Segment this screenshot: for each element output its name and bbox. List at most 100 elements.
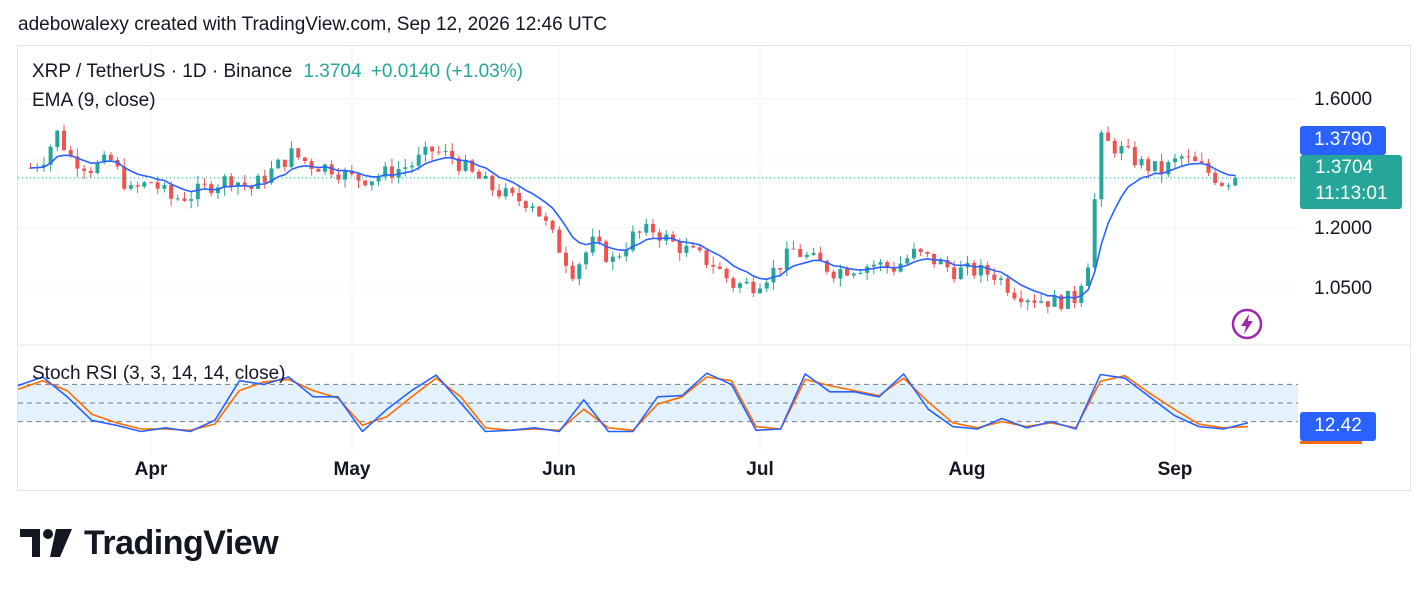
candle-body-164 <box>1126 146 1131 148</box>
candle-body-35 <box>262 175 267 183</box>
candle-body-170 <box>1166 162 1171 175</box>
candle-body-167 <box>1146 159 1151 171</box>
candle-body-74 <box>523 201 528 209</box>
candle-body-89 <box>624 250 629 257</box>
candle-body-13 <box>115 160 120 167</box>
candle-body-10 <box>95 162 100 174</box>
candle-body-78 <box>550 220 555 230</box>
candle-body-116 <box>804 254 809 257</box>
candle-body-42 <box>309 161 314 169</box>
time-axis-label-sep: Sep <box>1157 459 1193 480</box>
candle-body-106 <box>737 283 742 288</box>
candle-body-67 <box>476 171 481 179</box>
candle-body-113 <box>784 248 789 270</box>
candle-body-112 <box>778 267 783 270</box>
candle-body-93 <box>650 223 655 233</box>
candle-body-5 <box>61 130 66 150</box>
candle-body-53 <box>383 166 388 177</box>
price-axis-label-1200: 1.2000 <box>1314 218 1373 239</box>
candle-body-126 <box>871 264 876 267</box>
candle-body-121 <box>838 269 843 279</box>
tradingview-logo-icon <box>20 529 72 557</box>
candle-body-161 <box>1106 132 1111 141</box>
candle-body-38 <box>282 159 287 167</box>
candle-body-150 <box>1032 300 1037 303</box>
candle-body-99 <box>691 245 696 248</box>
candle-body-46 <box>336 174 341 180</box>
time-axis-label-jul: Jul <box>746 459 774 480</box>
ema-price-tag: 1.3790 <box>1300 126 1386 155</box>
candle-body-73 <box>517 192 522 202</box>
candle-body-114 <box>791 248 796 250</box>
candle-body-118 <box>818 252 823 261</box>
symbol-legend[interactable]: XRP / TetherUS · 1D · Binance 1.3704 +0.… <box>32 61 523 83</box>
candle-body-50 <box>363 180 368 186</box>
candle-body-71 <box>503 188 508 197</box>
candle-body-129 <box>891 266 896 272</box>
lightning-icon[interactable] <box>1231 308 1263 340</box>
tradingview-logo[interactable]: TradingView <box>20 523 279 563</box>
candle-body-68 <box>483 175 488 179</box>
candle-body-56 <box>403 167 408 169</box>
candle-body-103 <box>717 266 722 269</box>
candle-body-109 <box>758 288 763 294</box>
candle-body-169 <box>1159 161 1164 175</box>
candle-body-37 <box>276 159 281 169</box>
candle-body-17 <box>142 182 147 187</box>
candle-body-18 <box>149 182 153 184</box>
candle-body-86 <box>604 241 609 262</box>
candle-body-111 <box>771 267 776 283</box>
candle-body-139 <box>958 267 963 280</box>
candle-body-76 <box>537 206 542 217</box>
candle-body-180 <box>1233 177 1238 186</box>
stoch-rsi-legend[interactable]: Stoch RSI (3, 3, 14, 14, close) <box>32 363 286 384</box>
candle-body-165 <box>1132 147 1137 166</box>
candle-body-9 <box>88 170 93 174</box>
price-axis-label-1050: 1.0500 <box>1314 278 1373 299</box>
candle-body-45 <box>329 164 334 175</box>
candle-body-145 <box>998 278 1003 280</box>
candle-body-158 <box>1085 267 1090 286</box>
time-axis-label-jun: Jun <box>542 459 576 480</box>
candle-body-33 <box>249 185 254 189</box>
bar-countdown: 11:13:01 <box>1315 183 1388 204</box>
candle-body-122 <box>845 269 850 276</box>
candle-body-137 <box>945 260 950 268</box>
candle-body-82 <box>577 264 582 279</box>
ema-legend[interactable]: EMA (9, close) <box>32 90 156 111</box>
candle-body-176 <box>1206 162 1211 173</box>
candle-body-8 <box>82 168 87 171</box>
candle-body-84 <box>590 236 595 253</box>
candle-body-166 <box>1139 159 1144 166</box>
candle-body-60 <box>430 146 435 152</box>
candle-body-44 <box>323 164 328 172</box>
candle-body-98 <box>684 245 689 253</box>
candle-body-173 <box>1186 156 1191 158</box>
candle-body-178 <box>1219 182 1224 186</box>
last-price-value: 1.3704 <box>1315 157 1374 178</box>
price-axis-label-1600: 1.6000 <box>1314 89 1373 110</box>
candle-body-52 <box>376 176 381 182</box>
candle-body-148 <box>1019 298 1024 303</box>
candle-body-153 <box>1052 295 1057 307</box>
candle-body-77 <box>543 216 548 221</box>
candle-body-119 <box>824 260 829 272</box>
candle-body-128 <box>885 262 890 267</box>
chart-frame[interactable] <box>17 45 1411 491</box>
candle-body-132 <box>911 248 916 259</box>
candle-body-48 <box>349 170 354 175</box>
candle-body-107 <box>744 281 749 284</box>
candle-body-159 <box>1092 199 1097 268</box>
candle-body-88 <box>617 256 622 258</box>
candle-body-146 <box>1005 278 1010 293</box>
candle-body-57 <box>410 165 415 168</box>
candle-body-43 <box>316 168 321 172</box>
candle-body-69 <box>490 175 495 191</box>
candle-body-34 <box>256 175 261 189</box>
candle-body-63 <box>450 150 455 159</box>
stoch-k-line <box>17 372 1249 433</box>
candle-body-144 <box>992 274 997 280</box>
candle-body-91 <box>637 231 642 233</box>
candle-body-168 <box>1152 161 1157 171</box>
